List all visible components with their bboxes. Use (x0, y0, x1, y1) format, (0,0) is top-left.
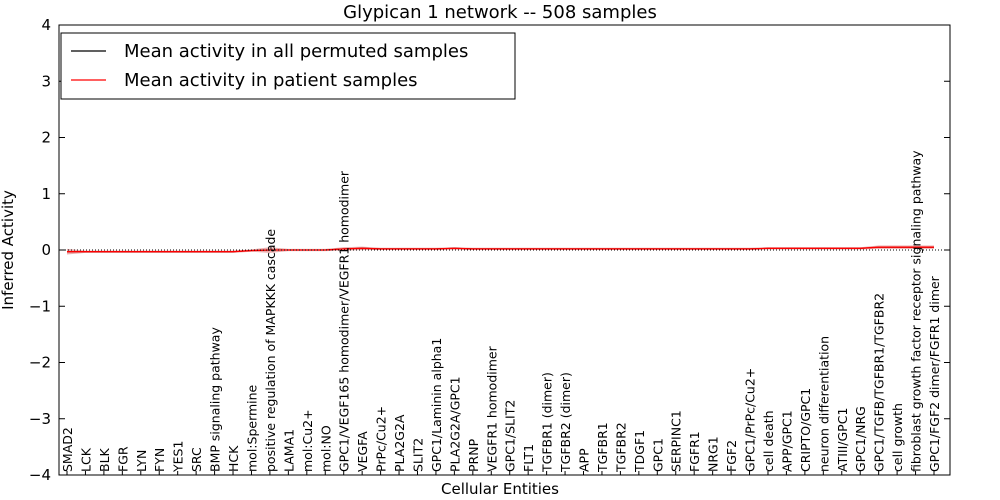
category-labels: SMAD2 LCK BLK FGR LYN FYN YES1 SRC BMP signaling… (60, 150, 942, 475)
category-label: mol:NO (318, 425, 333, 472)
category-label: TGFBR1 (dimer) (540, 372, 555, 473)
category-label: FYN (152, 448, 167, 472)
y-ticks: −4 −3 −2 −1 0 1 2 3 4 (29, 16, 950, 484)
category-label: mol:Spermine (244, 384, 259, 472)
series-line-patient (67, 246, 934, 253)
category-label: GPC1/NRG (853, 406, 868, 472)
category-label: VEGFR1 homodimer (484, 345, 499, 472)
category-label: TGFBR1 (595, 422, 610, 473)
category-label: GPC1/FGF2 dimer/FGFR1 dimer (927, 275, 942, 472)
x-axis-label: Cellular Entities (441, 480, 559, 498)
category-label: GPC1/TGFB/TGFBR1/TGFBR2 (872, 293, 887, 472)
category-label: NRG1 (706, 436, 721, 472)
category-label: positive regulation of MAPKKK cascade (263, 229, 278, 472)
category-label: neuron differentiation (816, 336, 831, 472)
category-label: SMAD2 (60, 427, 75, 472)
y-tick-label: 3 (41, 72, 51, 90)
y-tick-label: −2 (29, 354, 51, 372)
category-label: APP (577, 448, 592, 472)
category-label: ATIII/GPC1 (835, 408, 850, 472)
category-label: LYN (134, 450, 149, 472)
category-label: GPC1/PrPc/Cu2+ (743, 368, 758, 472)
category-label: GPC1/SLIT2 (503, 400, 518, 472)
legend-label-permuted: Mean activity in all permuted samples (124, 41, 468, 62)
y-tick-label: 0 (41, 241, 51, 259)
chart-title: Glypican 1 network -- 508 samples (343, 2, 657, 23)
category-label: BMP signaling pathway (208, 327, 223, 472)
category-label: SLIT2 (410, 438, 425, 472)
category-label: SRC (189, 447, 204, 472)
category-label: FGFR1 (687, 431, 702, 472)
category-label: VEGFA (355, 431, 370, 472)
category-label: FLT1 (521, 444, 536, 472)
y-tick-label: 1 (41, 185, 51, 203)
category-label: BLK (97, 447, 112, 472)
category-label: HCK (226, 445, 241, 472)
category-label: mol:Cu2+ (300, 409, 315, 472)
legend-label-patient: Mean activity in patient samples (124, 70, 418, 91)
y-tick-label: 2 (41, 129, 51, 147)
category-label: YES1 (171, 441, 186, 473)
category-label: PrPc/Cu2+ (374, 406, 389, 472)
y-tick-label: −1 (29, 297, 51, 315)
legend: Mean activity in all permuted samples Me… (60, 32, 516, 100)
legend-box (60, 32, 516, 100)
category-label: cell death (761, 410, 776, 472)
category-label: PRNP (466, 438, 481, 472)
category-label: GPC1/VEGF165 homodimer/VEGFR1 homodimer (337, 170, 352, 472)
category-label: GPC1/Laminin alpha1 (429, 338, 444, 472)
category-label: FGR (115, 446, 130, 472)
category-label: TDGF1 (632, 430, 647, 473)
category-label: PLA2G2A (392, 414, 407, 472)
category-label: fibroblast growth factor receptor signal… (909, 150, 924, 472)
category-label: LAMA1 (281, 429, 296, 472)
category-label: TGFBR2 (613, 422, 628, 473)
category-label: CRIPTO/GPC1 (798, 388, 813, 472)
category-label: SERPINC1 (669, 410, 684, 472)
category-label: GPC1 (650, 438, 665, 472)
category-label: LCK (78, 447, 93, 472)
y-tick-label: −3 (29, 410, 51, 428)
y-axis-label: Inferred Activity (0, 190, 17, 310)
category-label: APP/GPC1 (779, 410, 794, 472)
category-label: TGFBR2 (dimer) (558, 372, 573, 473)
category-label: FGF2 (724, 440, 739, 472)
category-label: PLA2G2A/GPC1 (447, 376, 462, 472)
y-tick-label: −4 (29, 466, 51, 484)
y-tick-label: 4 (41, 16, 51, 34)
category-label: cell growth (890, 403, 905, 472)
